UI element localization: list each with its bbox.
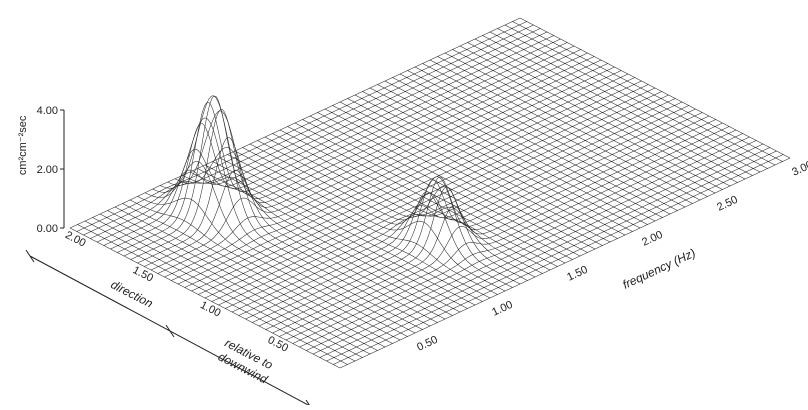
z-tick-label: 2.00 [37, 164, 58, 176]
y-tick-label: 2.00 [63, 229, 88, 250]
mesh-line-frequency [227, 154, 498, 295]
direction-bracket-tick [25, 249, 35, 263]
mesh-line-frequency [324, 108, 596, 250]
mesh-line-frequency [249, 143, 521, 285]
mesh-line-frequency [182, 175, 453, 316]
mesh-line-frequency [302, 119, 573, 260]
mesh-line-frequency [414, 66, 686, 208]
mesh-line-frequency [354, 94, 626, 236]
z-tick-label: 0.00 [37, 223, 58, 235]
y-tick-label: 0.50 [266, 334, 291, 355]
mesh-line-frequency [69, 227, 341, 369]
mesh-line-frequency [279, 129, 551, 271]
mesh-line-frequency [452, 49, 723, 190]
mesh-line-frequency [129, 199, 401, 341]
mesh-line-frequency [234, 150, 506, 292]
mesh-line-frequency [429, 59, 701, 201]
mesh-line-frequency [204, 164, 476, 306]
mesh-line-frequency [339, 101, 611, 243]
mesh-line-frequency [152, 117, 423, 330]
mesh-line-frequency [264, 136, 536, 278]
mesh-line-frequency [197, 168, 468, 309]
mesh-line-frequency [257, 140, 528, 281]
x-tick-label: 1.50 [565, 264, 589, 284]
mesh-line-frequency [189, 171, 461, 313]
mesh-line-frequency [167, 110, 438, 323]
mesh-line-frequency [474, 38, 746, 180]
mesh-line-frequency [459, 45, 731, 187]
x-tick-label: 3.00 [790, 159, 808, 179]
mesh-line-frequency [369, 87, 641, 229]
x-tick-label: 2.50 [715, 194, 739, 214]
mesh-line-frequency [242, 147, 513, 288]
z-axis-title: cm²cm⁻²sec [17, 115, 29, 175]
mesh-line-frequency [392, 77, 663, 218]
mesh-line-frequency [317, 112, 588, 253]
mesh-line-frequency [362, 91, 633, 232]
mesh-line-frequency [512, 21, 783, 162]
mesh-line-frequency [99, 213, 371, 355]
x-tick-label: 0.50 [415, 334, 439, 354]
x-tick-label: 2.00 [640, 229, 664, 249]
mesh-line-frequency [377, 84, 648, 225]
mesh-line-frequency [122, 203, 393, 344]
mesh-line-frequency [467, 42, 738, 183]
x-axis-title: frequency (Hz) [620, 246, 697, 292]
mesh-line-frequency [497, 28, 768, 169]
y-tick-label: 1.50 [131, 264, 156, 285]
mesh-line-frequency [482, 35, 753, 176]
mesh-line-frequency [219, 157, 491, 299]
mesh-line-frequency [212, 161, 483, 302]
mesh-line-frequency [294, 122, 566, 264]
mesh-line-frequency [287, 126, 558, 267]
mesh-line-frequency [407, 70, 678, 211]
z-tick-label: 4.00 [37, 105, 58, 117]
mesh-line-frequency [489, 31, 761, 173]
mesh-line-frequency [92, 217, 363, 358]
mesh-line-frequency [504, 24, 776, 166]
surface-mesh [69, 17, 791, 369]
mesh-line-frequency [144, 161, 416, 334]
mesh-line-frequency [137, 196, 408, 337]
mesh-line-frequency [84, 220, 356, 362]
mesh-line-frequency [437, 56, 708, 197]
y-tick-label: 1.00 [198, 299, 223, 320]
mesh-line-frequency [519, 17, 791, 159]
mesh-line-frequency [422, 63, 693, 204]
direction-bracket-tick [165, 324, 175, 338]
mesh-line-frequency [384, 80, 656, 222]
mesh-line-frequency [77, 224, 348, 365]
x-tick-label: 1.00 [490, 299, 514, 319]
mesh-line-frequency [174, 147, 446, 320]
mesh-line-frequency [309, 115, 581, 257]
mesh-line-frequency [272, 133, 543, 274]
mesh-line-frequency [332, 105, 603, 246]
mesh-line-frequency [114, 206, 386, 348]
mesh-line-frequency [159, 95, 431, 327]
mesh-line-frequency [347, 98, 618, 239]
mesh-line-frequency [107, 210, 378, 351]
mesh-line-frequency [444, 52, 716, 194]
mesh-line-frequency [399, 73, 671, 215]
